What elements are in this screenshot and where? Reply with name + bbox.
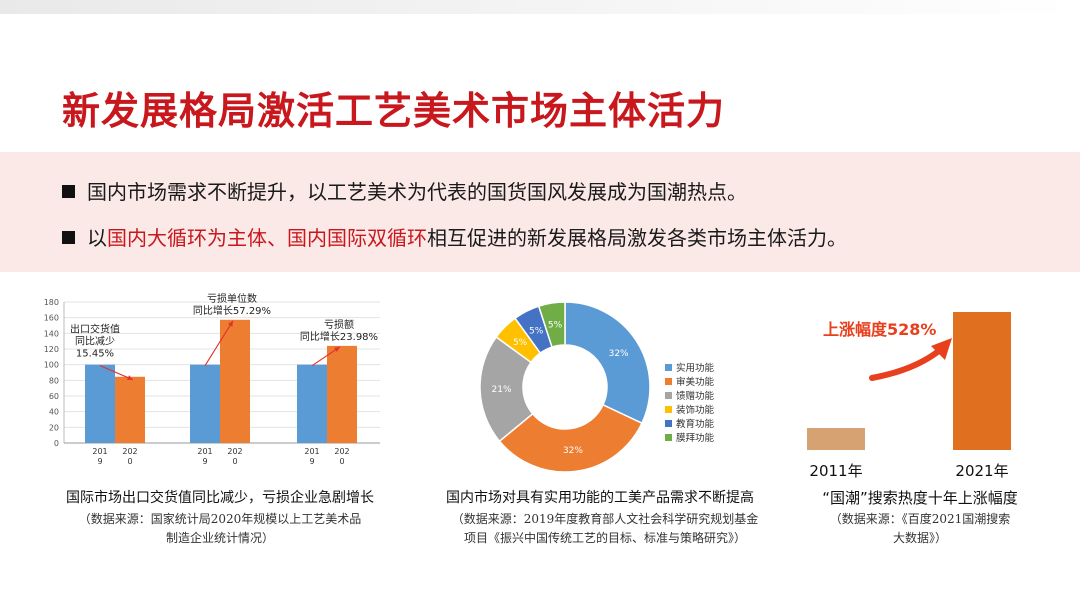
legend-swatch [665, 406, 672, 413]
annotation-text: 15.45% [76, 349, 114, 360]
trend-arrow-line [204, 320, 234, 366]
y-tick-label: 40 [49, 408, 59, 417]
x-tick-label-part: 9 [309, 457, 314, 466]
legend-label: 教育功能 [676, 418, 715, 430]
bullet-1: 国内市场需求不断提升，以工艺美术为代表的国货国风发展成为国潮热点。 [62, 176, 747, 205]
donut-slice [537, 301, 566, 349]
x-tick-label-part: 201 [197, 447, 212, 456]
x-tick-label-part: 0 [232, 457, 237, 466]
x-tick-label-part: 202 [227, 447, 242, 456]
bar [327, 345, 357, 443]
legend-swatch [665, 420, 672, 427]
legend-label: 审美功能 [676, 376, 715, 388]
legend-swatch [665, 434, 672, 441]
annotation-text: 同比增长23.98% [300, 330, 378, 343]
bar [807, 428, 865, 450]
annotation-text: 出口交货值 [70, 323, 120, 336]
trend-arrow-head [227, 320, 233, 327]
trend-arrow-line [311, 346, 341, 367]
x-tick-label-part: 201 [304, 447, 319, 456]
x-tick-label-part: 9 [202, 457, 207, 466]
x-tick-label-part: 0 [127, 457, 132, 466]
legend-label: 实用功能 [676, 362, 715, 374]
top-decor-bar [0, 0, 1080, 14]
donut-slice [498, 403, 643, 473]
y-tick-label: 0 [54, 439, 59, 448]
chart3-source-line1: （数据来源：《百度2021国潮搜索 [829, 512, 1011, 526]
slice-label: 32% [563, 446, 583, 456]
y-tick-label: 100 [44, 361, 59, 370]
bullet-1-text: 国内市场需求不断提升，以工艺美术为代表的国货国风发展成为国潮热点。 [87, 180, 747, 204]
annotation-text: 同比减少 [75, 336, 115, 348]
bullet-band [0, 152, 1080, 272]
y-tick-label: 20 [49, 423, 59, 432]
slice-label: 21% [492, 385, 512, 395]
annotation-text: 亏损额 [324, 318, 354, 331]
slice-label: 32% [609, 349, 629, 359]
square-bullet-icon [62, 231, 75, 244]
chart3-source: （数据来源：《百度2021国潮搜索 大数据》） [795, 510, 1045, 548]
bullet-2-text-b: 相互促进的新发展格局激发各类市场主体活力。 [427, 226, 847, 250]
trend-arrow-line [99, 365, 134, 381]
chart2-source: （数据来源：2019年度教育部人文社会科学研究规划基金 项目《振兴中国传统工艺的… [390, 510, 820, 548]
search-heat-bar-chart: 2011年 2021年 上涨幅度528% [807, 312, 1011, 480]
chart1-source-line2: 制造企业统计情况） [165, 531, 274, 545]
bullet-2-text-a: 以 [87, 226, 107, 250]
bullet-2-highlight: 国内大循环为主体、国内国际双循环 [107, 226, 427, 250]
y-tick-label: 140 [44, 329, 59, 338]
growth-arrow-line [869, 347, 943, 381]
chart2-caption: 国内市场对具有实用功能的工美产品需求不断提高 [446, 490, 754, 506]
y-tick-label: 60 [49, 392, 59, 401]
y-tick-label: 160 [44, 314, 59, 323]
page-title: 新发展格局激活工艺美术市场主体活力 [62, 89, 726, 133]
chart3-caption: “国潮”搜索热度十年上涨幅度 [822, 489, 1018, 507]
x-tick-label-part: 9 [97, 457, 102, 466]
bullet-2: 以国内大循环为主体、国内国际双循环相互促进的新发展格局激发各类市场主体活力。 [62, 222, 847, 251]
bar [297, 364, 327, 443]
chart3-source-line2: 大数据》） [892, 531, 947, 545]
slice-label: 5% [548, 320, 563, 330]
category-label: 2011年 [809, 462, 862, 480]
x-tick-label-part: 201 [92, 447, 107, 456]
y-tick-label: 120 [44, 345, 59, 354]
slice-label: 5% [513, 338, 528, 348]
legend-label: 装饰功能 [676, 404, 715, 416]
y-tick-label: 80 [49, 376, 59, 385]
legend-swatch [665, 392, 672, 399]
slice-label: 5% [529, 326, 544, 336]
square-bullet-icon [62, 185, 75, 198]
bar [190, 364, 220, 443]
y-tick-label: 180 [44, 298, 59, 307]
trend-arrow-head [127, 375, 133, 381]
category-label: 2021年 [955, 462, 1008, 480]
legend-label: 馈赠功能 [676, 390, 715, 402]
growth-annotation: 上涨幅度528% [823, 320, 936, 339]
chart2-source-line1: （数据来源：2019年度教育部人文社会科学研究规划基金 [451, 512, 759, 526]
legend-swatch [665, 378, 672, 385]
chart2-source-line2: 项目《振兴中国传统工艺的目标、标准与策略研究》） [463, 531, 746, 545]
chart1-source-line1: （数据来源：国家统计局2020年规模以上工艺美术品 [78, 512, 362, 526]
annotation-text: 亏损单位数 [207, 292, 257, 305]
bar [115, 376, 145, 443]
legend-label: 膜拜功能 [676, 432, 715, 444]
chart1-source: （数据来源：国家统计局2020年规模以上工艺美术品 制造企业统计情况） [10, 510, 430, 548]
trend-arrow-head [334, 346, 340, 353]
annotation-text: 同比增长57.29% [193, 304, 271, 317]
bar [953, 312, 1011, 450]
bar [220, 319, 250, 443]
bar [85, 364, 115, 443]
x-tick-label-part: 0 [339, 457, 344, 466]
chart1-caption: 国际市场出口交货值同比减少，亏损企业急剧增长 [66, 490, 374, 506]
x-tick-label-part: 202 [122, 447, 137, 456]
donut-slice [564, 301, 651, 425]
x-tick-label-part: 202 [334, 447, 349, 456]
export-loss-bar-chart: 02040608010012014016018020192020出口交货值同比减… [44, 292, 380, 466]
growth-arrow-head [931, 338, 952, 360]
legend-swatch [665, 364, 672, 371]
